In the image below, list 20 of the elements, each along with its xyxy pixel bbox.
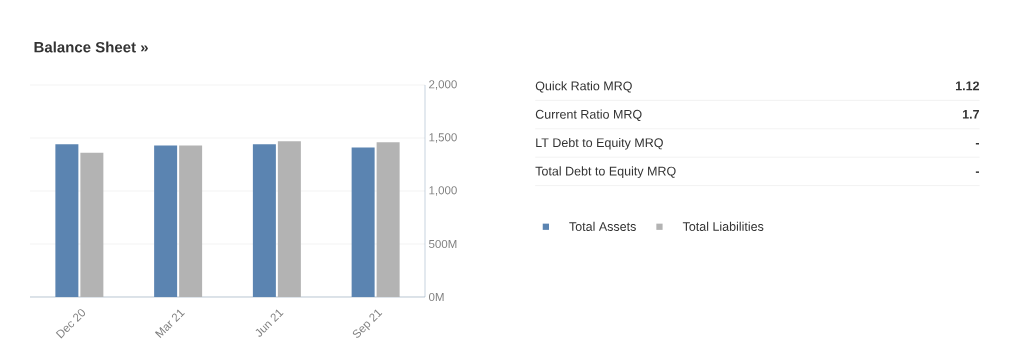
x-tick-label: Dec 20 — [55, 309, 86, 339]
x-tick-label: Sep 21 — [352, 309, 383, 338]
y-tick-label: 1,000 — [429, 186, 457, 196]
y-tick-label: 2,000 — [429, 80, 457, 90]
text: - — [975, 143, 980, 145]
category-label: Total Debt to Equity MRQ — [535, 166, 676, 178]
category-label: Quick Ratio MRQ — [535, 81, 632, 93]
y-tick-label: 500M — [428, 239, 457, 249]
y-tick-label: 0M — [428, 292, 444, 302]
legend-label: Total Assets — [569, 221, 636, 231]
category-label: Current Ratio MRQ — [535, 109, 642, 121]
text: - — [975, 171, 980, 173]
x-tick-label: Jun 21 — [255, 309, 284, 337]
category-label: LT Debt to Equity MRQ — [536, 137, 663, 150]
y-tick-label: 1,500 — [429, 133, 457, 143]
legend-label: Total Liabilities — [682, 221, 764, 231]
text: 1.7 — [962, 110, 979, 119]
x-tick-label: Mar 21 — [154, 309, 185, 338]
text: 1.12 — [955, 81, 980, 91]
chart-title: Balance Sheet » — [34, 41, 148, 53]
